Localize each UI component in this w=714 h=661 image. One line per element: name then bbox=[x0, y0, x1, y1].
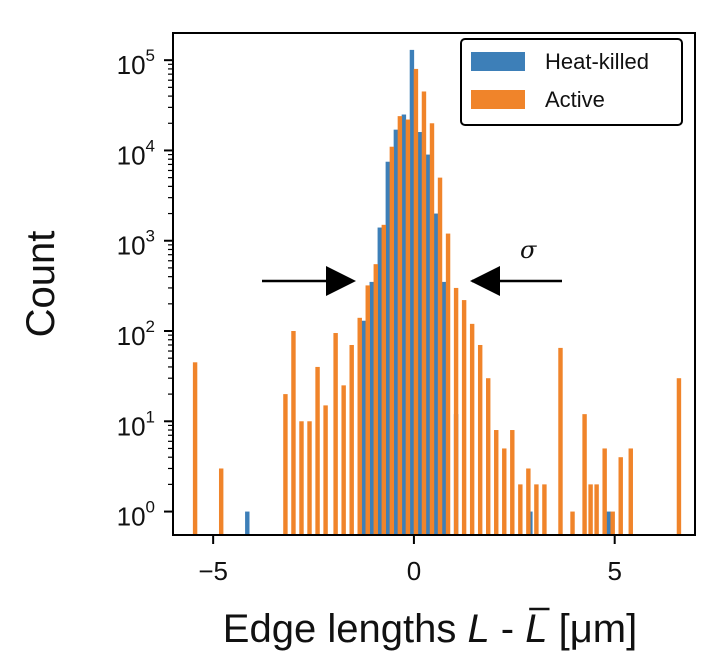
x-axis-ticks: −5 0 5 bbox=[198, 535, 622, 586]
y-tick-label-2: 102 bbox=[117, 317, 155, 351]
x-axis-label-var: L bbox=[467, 607, 489, 651]
bar-heat-killed-10 bbox=[433, 213, 439, 536]
bar-active-27 bbox=[486, 378, 491, 535]
y-tick-label-0: 100 bbox=[117, 498, 155, 532]
bar-active-38 bbox=[588, 484, 593, 535]
bar-active-15 bbox=[389, 146, 395, 535]
bar-active-12 bbox=[365, 285, 370, 535]
legend-swatch-active bbox=[471, 90, 525, 109]
bar-active-41 bbox=[610, 511, 615, 535]
bar-heat-killed-5 bbox=[393, 129, 399, 535]
bar-active-40 bbox=[602, 448, 607, 535]
bar-active-1 bbox=[218, 468, 224, 535]
bar-active-18 bbox=[413, 68, 419, 536]
bar-active-6 bbox=[315, 366, 320, 535]
bar-heat-killed-11 bbox=[441, 281, 447, 535]
bar-active-17 bbox=[405, 119, 411, 535]
bar-active-28 bbox=[494, 430, 499, 535]
bar-active-13 bbox=[373, 264, 378, 535]
y-axis-label: Count bbox=[19, 231, 63, 338]
right-arrow-head bbox=[470, 266, 500, 296]
legend: Heat-killed Active bbox=[460, 38, 683, 126]
x-axis-label-unit: [μm] bbox=[547, 607, 637, 651]
y-tick-label-5: 105 bbox=[117, 46, 155, 80]
x-tick-label-1: 0 bbox=[407, 556, 421, 586]
bar-active-44 bbox=[676, 378, 682, 535]
legend-label-heat-killed: Heat-killed bbox=[545, 49, 649, 74]
bar-heat-killed-2 bbox=[369, 281, 374, 535]
bar-active-19 bbox=[421, 91, 427, 535]
bar-active-21 bbox=[437, 177, 443, 535]
bar-active-9 bbox=[341, 385, 346, 535]
bar-heat-killed-0 bbox=[245, 511, 250, 535]
bar-active-0 bbox=[192, 362, 198, 535]
bar-active-36 bbox=[570, 511, 575, 535]
bar-active-14 bbox=[381, 224, 387, 535]
x-tick-label-0: −5 bbox=[198, 556, 228, 586]
bar-active-22 bbox=[445, 233, 451, 535]
x-axis-label-prefix: Edge lengths bbox=[223, 607, 468, 651]
bar-active-25 bbox=[469, 323, 475, 535]
y-tick-label-4: 104 bbox=[117, 136, 155, 170]
x-tick-label-2: 5 bbox=[607, 556, 621, 586]
legend-label-active: Active bbox=[545, 87, 605, 112]
bar-active-43 bbox=[628, 448, 633, 535]
x-axis-label-mean-var: L bbox=[525, 607, 547, 651]
bar-active-42 bbox=[618, 457, 623, 535]
bar-heat-killed-6 bbox=[401, 114, 407, 535]
bar-active-35 bbox=[558, 347, 563, 535]
left-arrow-head bbox=[326, 266, 356, 296]
bar-heat-killed-7 bbox=[409, 49, 415, 535]
bar-active-24 bbox=[461, 300, 467, 535]
bar-active-29 bbox=[502, 448, 507, 535]
bar-active-39 bbox=[594, 484, 599, 535]
bar-active-20 bbox=[429, 123, 435, 535]
bar-active-32 bbox=[526, 468, 531, 535]
x-axis-label-sep: - bbox=[490, 607, 526, 651]
bar-heat-killed-4 bbox=[385, 161, 391, 536]
y-tick-label-1: 101 bbox=[117, 407, 155, 441]
bar-active-11 bbox=[357, 317, 362, 535]
bar-active-16 bbox=[397, 116, 403, 535]
y-axis-ticks: 100 101 102 103 104 105 bbox=[117, 46, 173, 532]
bar-heat-killed-8 bbox=[417, 132, 423, 535]
bar-active-23 bbox=[453, 287, 459, 535]
bar-active-3 bbox=[291, 331, 296, 535]
bar-heat-killed-1 bbox=[361, 320, 366, 535]
bar-active-2 bbox=[283, 394, 288, 535]
bar-heat-killed-9 bbox=[425, 154, 431, 535]
bar-active-8 bbox=[333, 333, 338, 535]
bar-active-7 bbox=[323, 405, 328, 535]
bar-heat-killed-3 bbox=[377, 227, 382, 536]
x-axis-label: Edge lengths L - L [μm] bbox=[223, 607, 637, 651]
sigma-annotation: σ bbox=[262, 236, 562, 296]
bar-active-10 bbox=[349, 344, 354, 535]
legend-swatch-heat-killed bbox=[471, 52, 525, 71]
bar-active-31 bbox=[518, 484, 523, 535]
bar-active-4 bbox=[299, 421, 304, 535]
bar-active-26 bbox=[477, 344, 483, 535]
bar-active-34 bbox=[542, 484, 547, 535]
bar-active-5 bbox=[307, 421, 312, 535]
bar-heat-killed-14 bbox=[606, 511, 611, 535]
bars bbox=[192, 49, 682, 536]
bar-active-37 bbox=[582, 414, 587, 535]
y-tick-label-3: 103 bbox=[117, 227, 155, 261]
bar-active-33 bbox=[534, 484, 539, 535]
plot-frame bbox=[172, 32, 696, 536]
sigma-label: σ bbox=[520, 236, 537, 264]
bar-active-30 bbox=[510, 430, 515, 535]
